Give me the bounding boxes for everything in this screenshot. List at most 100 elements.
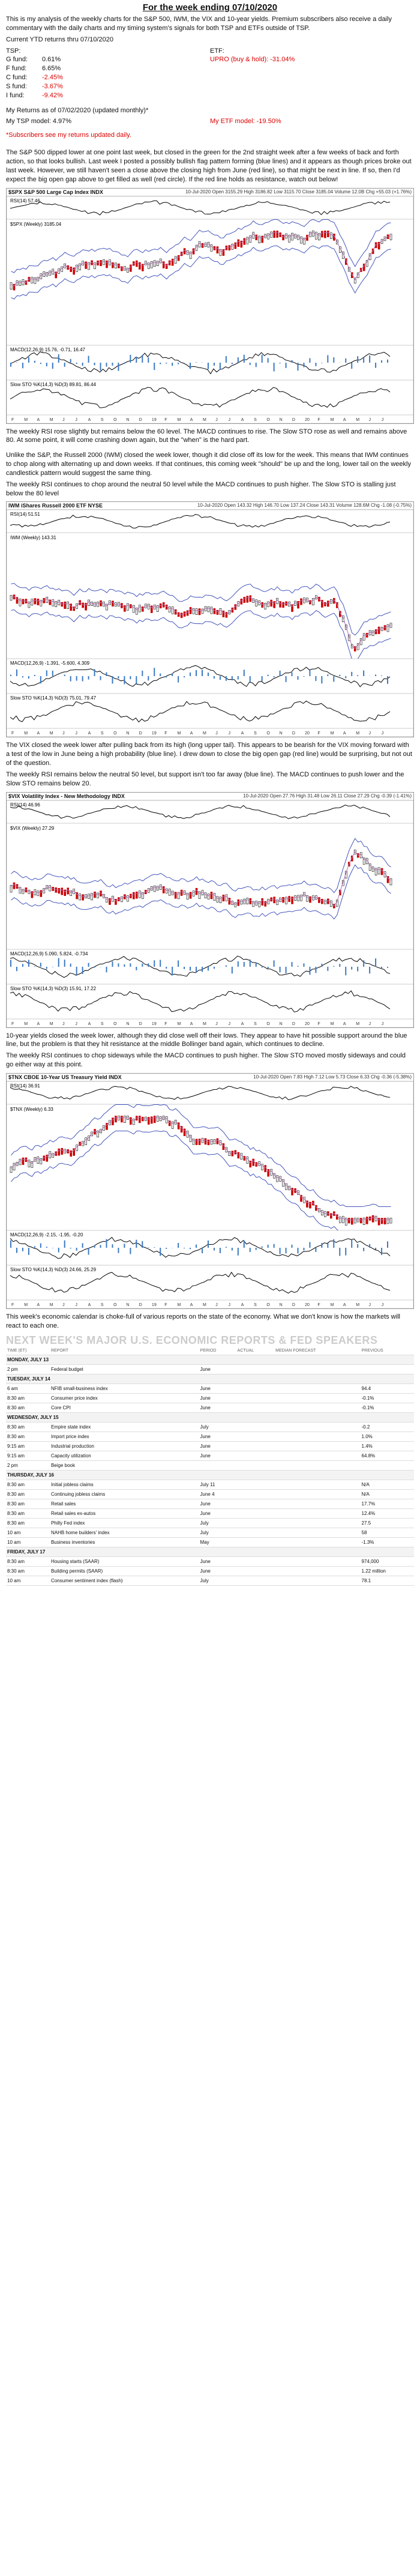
macd-histogram-bar [303, 362, 305, 367]
month-tick: A [241, 418, 244, 422]
candle [40, 1158, 43, 1164]
macd-histogram-bar [309, 358, 311, 363]
candle [189, 892, 192, 899]
macd-histogram-bar [34, 360, 35, 363]
candle [347, 635, 350, 641]
table-cell: Initial jobless claims [49, 1480, 199, 1490]
candle [19, 280, 22, 286]
candle [318, 896, 320, 903]
candle [136, 260, 138, 267]
candle [121, 896, 123, 902]
month-tick: N [126, 1022, 129, 1026]
month-tick: D [292, 1303, 295, 1307]
table-cell [274, 1383, 361, 1394]
candle [273, 230, 275, 238]
candle [365, 1217, 368, 1224]
macd-histogram-bar [58, 354, 59, 363]
macd-histogram-bar [46, 362, 47, 366]
table-cell: 8:30 am [6, 1422, 50, 1432]
candle [31, 890, 34, 898]
candle [192, 890, 195, 896]
candle [198, 891, 201, 899]
macd-histogram-bar [184, 966, 185, 969]
macd-histogram-bar [225, 965, 227, 967]
month-tick: J [62, 418, 65, 422]
candle [109, 898, 111, 905]
candle [270, 231, 272, 238]
rsi-line [10, 804, 391, 819]
candle [368, 863, 371, 871]
month-tick: M [50, 1022, 53, 1026]
candle [133, 1119, 135, 1125]
iwm-commentary-2: The weekly RSI continues to chop around … [6, 480, 396, 497]
candle [207, 606, 210, 612]
table-cell [274, 1403, 361, 1413]
chart-header: IWM iShares Russell 2000 ETF NYSE 10-Jul-… [7, 502, 413, 510]
table-cell: 8:30 am [6, 1518, 50, 1528]
bollinger-band [11, 1104, 391, 1208]
table-cell: 8:30 am [6, 1556, 50, 1567]
candle [133, 892, 135, 899]
tnx-commentary-2: The weekly RSI continues to chop sideway… [6, 1052, 406, 1069]
candle [130, 264, 132, 272]
candle [180, 1126, 183, 1133]
month-tick: O [266, 731, 270, 736]
candle [142, 606, 144, 612]
macd-histogram-bar [267, 1244, 269, 1248]
macd-histogram-bar [28, 1248, 29, 1255]
macd-histogram-bar [154, 960, 155, 967]
axis-panel: F M A M J J A S O N D 19 F M A M J J A S O N D 20 F M A M J J [7, 414, 413, 423]
candle [37, 890, 40, 896]
rsi-label: RSI(14) 36.91 [10, 1083, 40, 1089]
candle [371, 248, 374, 254]
table-cell [274, 1518, 361, 1528]
candle [168, 1120, 171, 1126]
rsi-label: RSI(14) 57.46 [10, 198, 40, 204]
macd-histogram-bar [261, 354, 263, 363]
candle [282, 602, 284, 608]
macd-histogram-bar [303, 676, 305, 677]
fund-name: S fund: [6, 82, 27, 90]
column-header: MEDIAN FORECAST [274, 1346, 361, 1355]
sto-panel: Slow STO %K(14,3) %D(3) 89.81, 86.44 [7, 379, 413, 415]
macd-histogram-bar [136, 966, 137, 970]
candle [327, 230, 329, 237]
month-tick: M [50, 731, 53, 736]
macd-label: MACD(12,26,9) -1.391, -5.600, 4.309 [10, 661, 90, 666]
month-tick: M [24, 1022, 28, 1026]
bollinger-band [11, 583, 391, 636]
day-row: TUESDAY, JULY 14 [6, 1374, 414, 1384]
macd-histogram-bar [285, 676, 287, 683]
table-cell: Beige book [49, 1460, 199, 1471]
macd-histogram-bar [16, 1248, 17, 1253]
candle [249, 235, 252, 243]
month-tick: M [203, 731, 206, 736]
candle [13, 283, 16, 291]
macd-histogram-bar [267, 675, 269, 677]
candle [267, 1169, 269, 1177]
macd-histogram-bar [255, 962, 257, 967]
rsi-panel: RSI(14) 57.46 [7, 196, 413, 219]
spx-chart: $SPX S&P 500 Large Cap Index INDX 10-Jul-… [6, 187, 414, 424]
macd-label: MACD(12,26,9) 5.090, 5.824, -0.734 [10, 951, 88, 957]
candle [258, 901, 261, 907]
macd-histogram-bar [381, 676, 383, 677]
table-cell: 12.4% [360, 1508, 414, 1519]
table-cell [236, 1576, 275, 1586]
month-tick: D [292, 418, 295, 422]
macd-histogram-bar [291, 961, 293, 967]
table-cell: Import price index [49, 1432, 199, 1442]
table-cell: July [199, 1576, 236, 1586]
macd-histogram-bar [16, 966, 17, 971]
month-tick: J [368, 1022, 371, 1026]
month-tick: S [101, 418, 104, 422]
table-cell [274, 1393, 361, 1403]
candle [156, 1116, 159, 1122]
table-cell: Core CPI [49, 1403, 199, 1413]
macd-histogram-bar [178, 362, 179, 364]
chart-header: $VIX Volatility Index - New Methodology … [7, 793, 413, 800]
candle [353, 1218, 356, 1224]
vix-chart: $VIX Volatility Index - New Methodology … [6, 791, 414, 1028]
macd-histogram-bar [166, 966, 167, 969]
candle [177, 892, 180, 899]
